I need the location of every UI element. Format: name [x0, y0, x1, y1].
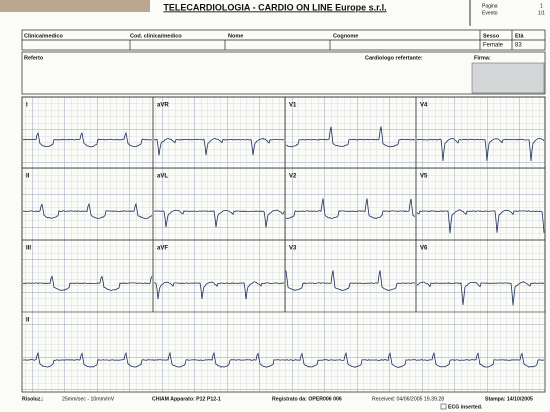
footer-text: Risoluz.: — [22, 396, 44, 402]
field-label: Cod. clinica/medico — [130, 33, 182, 39]
footer-text: Registrato da: OPER006 006 — [272, 396, 342, 402]
age-value: 83 — [515, 43, 522, 49]
sex-value: Female — [483, 43, 504, 49]
report-label: Referto — [24, 55, 44, 61]
lead-label: II — [26, 174, 30, 180]
signature-label: Firma: — [474, 55, 491, 61]
title: TELECARDIOLOGIA - CARDIO ON LINE Europe … — [163, 2, 386, 12]
page-value: 1 — [540, 3, 543, 9]
lead-label: aVL — [157, 174, 168, 180]
field-label: Nome — [228, 33, 243, 39]
field-label: Sesso — [483, 33, 500, 39]
page-label: Pagina — [482, 3, 498, 9]
lead-label: II — [26, 318, 30, 324]
event-label: Evento — [482, 10, 498, 16]
footer-text: ECG inserted. — [448, 404, 483, 410]
footer-text: 25mm/sec - 10mm/mV — [62, 396, 115, 402]
scan-edge — [0, 0, 150, 12]
cardiologist-label: Cardiologo refertante: — [365, 55, 423, 61]
ecg-document: TELECARDIOLOGIA - CARDIO ON LINE Europe … — [0, 0, 550, 412]
lead-label: III — [26, 246, 31, 252]
lead-label: aVR — [157, 103, 169, 109]
lead-label: V3 — [289, 246, 297, 252]
lead-label: V6 — [420, 246, 428, 252]
signature-box — [472, 63, 544, 93]
lead-label: V2 — [289, 174, 297, 180]
field-label: Clinica/medico — [24, 33, 63, 39]
lead-label: V4 — [420, 103, 428, 109]
footer-text: Stampa: 14/10/2005 — [485, 396, 533, 402]
ecg-grid — [22, 97, 545, 392]
footer-text: Received: 04/06/2005 19.39.28 — [372, 396, 444, 402]
footer-text: CHIAM Apparato: P12 P12-1 — [152, 396, 221, 402]
lead-label: aVF — [157, 246, 168, 252]
lead-label: V1 — [289, 103, 297, 109]
field-label: Età — [515, 33, 525, 39]
lead-label: V5 — [420, 174, 428, 180]
field-label: Cognome — [333, 33, 358, 39]
event-value: 1/1 — [538, 10, 545, 16]
